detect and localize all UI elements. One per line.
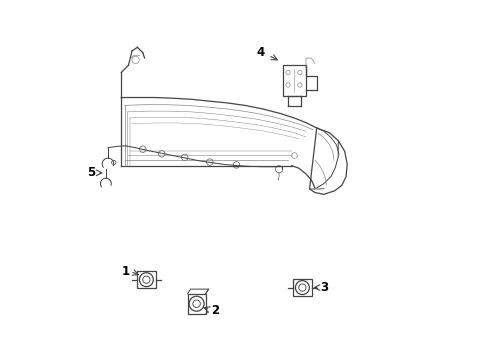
Text: 2: 2: [211, 305, 219, 318]
Text: 3: 3: [320, 281, 328, 294]
Bar: [137, 271, 156, 288]
Text: 5: 5: [87, 166, 95, 179]
Bar: [283, 65, 306, 96]
Bar: [188, 294, 206, 314]
Text: 1: 1: [122, 265, 130, 278]
Bar: [293, 279, 312, 296]
Text: 4: 4: [256, 46, 265, 59]
